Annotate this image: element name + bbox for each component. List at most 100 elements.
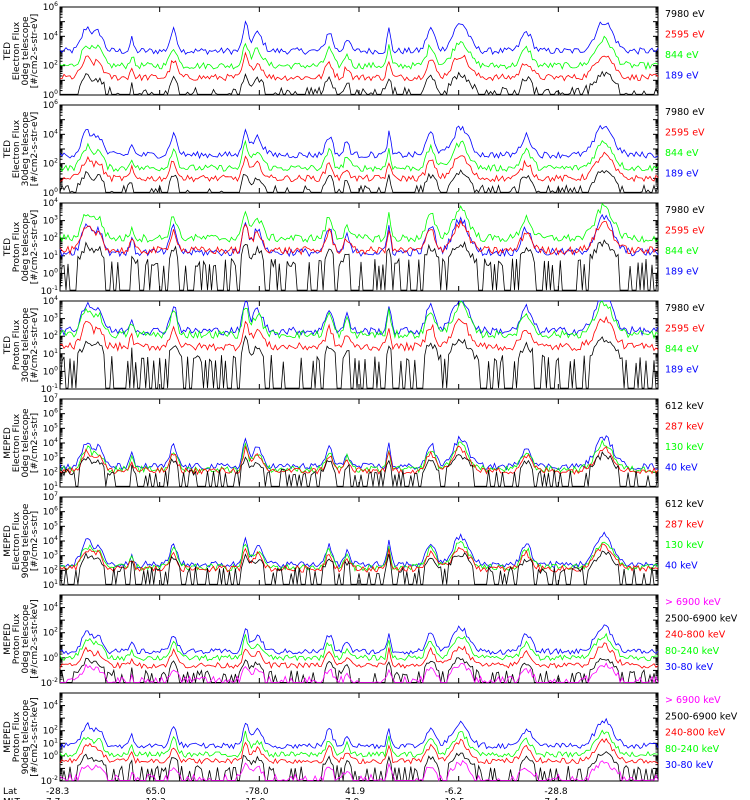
y-tick-label: 107 [43, 393, 58, 405]
series-green [59, 540, 659, 572]
y-tick-label: 10-1 [41, 285, 59, 297]
series-green [59, 632, 659, 662]
series-magenta [59, 759, 659, 782]
y-tick-label: 102 [43, 466, 58, 478]
x-tick-label-lat: -78.0 [245, 787, 269, 797]
series-blue [59, 300, 659, 337]
y-tick-label: 100 [43, 267, 58, 279]
y-tick-label: 10-2 [41, 677, 59, 689]
legend-entry: 189 eV [665, 267, 699, 278]
x-tick-label-mlt: 19.5 [445, 798, 465, 800]
y-tick-label: 106 [43, 99, 58, 111]
legend-entry: 612 keV [665, 401, 704, 412]
legend-entry: 80-240 keV [665, 744, 720, 755]
legend-entry: 7980 eV [665, 9, 705, 20]
series-green [59, 139, 659, 173]
series-blue [59, 717, 659, 750]
y-tick-label: 100 [43, 89, 58, 101]
series-blue [59, 124, 659, 160]
series-black [59, 239, 659, 291]
legend-entry: 240-800 keV [665, 630, 726, 641]
series-green [59, 439, 659, 474]
y-tick-label: 102 [43, 627, 58, 639]
y-tick-label: 10-1 [41, 383, 59, 395]
legend-entry: 40 keV [665, 463, 698, 474]
legend-entry: 844 eV [665, 50, 699, 61]
legend-entry: 189 eV [665, 169, 699, 180]
series-magenta [60, 662, 659, 684]
series-red [59, 219, 658, 256]
x-tick-label-mlt: 15.9 [245, 798, 265, 800]
series-red [59, 444, 659, 476]
legend-entry: 240-800 keV [665, 728, 726, 739]
series-black [59, 335, 658, 389]
series-black [59, 550, 658, 585]
legend-entry: 30-80 keV [665, 662, 714, 673]
y-tick-label: 104 [43, 295, 58, 307]
series-blue [59, 435, 659, 471]
y-tick-label: 103 [43, 313, 58, 325]
y-tick-label: 101 [43, 737, 58, 749]
legend-entry: 40 keV [665, 561, 698, 572]
y-axis-label: TEDProton Flux30deg telescope[#/cm2-s-st… [3, 307, 40, 382]
series-green [59, 35, 659, 71]
series-green [59, 300, 659, 340]
legend-entry: 80-240 keV [665, 646, 720, 657]
legend-entry: 844 eV [665, 246, 699, 257]
legend-entry: 130 keV [665, 442, 704, 453]
y-tick-label: 100 [43, 750, 58, 762]
y-tick-label: 10-2 [41, 775, 59, 787]
y-axis-label: MEPEDProton Flux90deg telescope[#/cm2-s-… [3, 697, 40, 776]
legend-entry: 2500-6900 keV [665, 711, 738, 722]
y-tick-label: 103 [43, 215, 58, 227]
y-tick-label: 106 [43, 408, 58, 420]
legend-entry: 7980 eV [665, 303, 705, 314]
y-tick-label: 106 [43, 1, 58, 13]
y-axis-label: MEPEDElectron Flux0deg telescope[#/cm2-s… [3, 408, 40, 478]
y-tick-label: 101 [43, 481, 58, 493]
panel-frame [59, 496, 659, 586]
y-tick-label: 100 [43, 652, 58, 664]
series-black [60, 70, 659, 96]
series-green [59, 202, 659, 243]
legend-entry: 189 eV [665, 365, 699, 376]
y-tick-label: 102 [43, 330, 58, 342]
legend-entry: 130 keV [665, 540, 704, 551]
y-tick-label: 104 [43, 535, 58, 547]
panel-frame [59, 104, 659, 194]
legend-entry: 844 eV [665, 344, 699, 355]
x-row-label: Lat [3, 787, 18, 797]
x-tick-label-mlt: 19.3 [146, 798, 166, 800]
legend-entry: 612 keV [665, 499, 704, 510]
series-blue [59, 624, 659, 656]
legend-entry: 2595 eV [665, 30, 705, 41]
y-tick-label: 104 [43, 128, 58, 140]
legend-entry: 844 eV [665, 148, 699, 159]
x-tick-label-lat: 41.9 [345, 787, 365, 797]
legend-entry: 2500-6900 keV [665, 613, 738, 624]
legend-entry: 7980 eV [665, 107, 705, 118]
y-tick-label: 106 [43, 506, 58, 518]
x-tick-label-lat: -28.8 [544, 787, 568, 797]
y-tick-label: 102 [43, 158, 58, 170]
series-red [59, 737, 659, 765]
y-tick-label: 104 [43, 700, 58, 712]
x-tick-label-lat: 65.0 [146, 787, 166, 797]
series-red [59, 151, 659, 183]
series-red [59, 642, 659, 670]
y-tick-label: 104 [43, 437, 58, 449]
legend-entry: > 6900 keV [665, 695, 721, 706]
y-axis-label: MEPEDProton Flux0deg telescope[#/cm2-s-s… [3, 599, 40, 678]
panel-frame [59, 594, 659, 684]
legend-entry: 287 keV [665, 422, 704, 433]
y-tick-label: 102 [43, 60, 58, 72]
series-red [59, 51, 659, 82]
y-tick-label: 102 [43, 232, 58, 244]
panel-frame [59, 202, 659, 292]
